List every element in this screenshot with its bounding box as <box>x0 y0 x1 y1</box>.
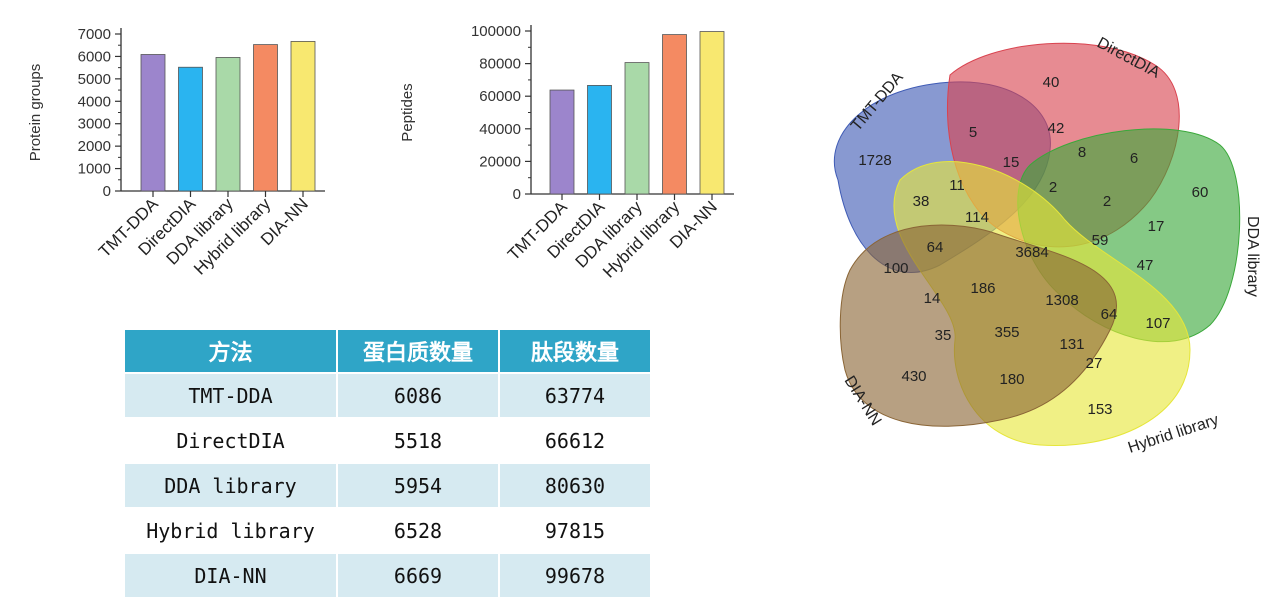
table-row: DirectDIA 5518 66612 <box>123 417 652 464</box>
venn-count: 17 <box>1148 218 1165 235</box>
table-cell-protein: 6669 <box>336 552 500 599</box>
table-header-peptide-count: 肽段数量 <box>498 328 652 374</box>
bar-tmt-dda <box>140 54 166 192</box>
y-tick-label: 1000 <box>78 161 111 178</box>
venn-count: 38 <box>913 193 930 210</box>
venn-count: 153 <box>1087 401 1112 418</box>
venn-count: 3684 <box>1015 244 1048 261</box>
venn-count: 131 <box>1059 336 1084 353</box>
table-cell-protein: 5954 <box>336 462 500 509</box>
venn-count: 186 <box>970 280 995 297</box>
table-cell-method: DDA library <box>123 462 338 509</box>
table-cell-method: TMT-DDA <box>123 372 338 419</box>
venn-count: 2 <box>1103 193 1111 210</box>
bar-hybrid-library <box>662 34 687 195</box>
table-header-method: 方法 <box>123 328 338 374</box>
venn-count: 355 <box>994 324 1019 341</box>
venn-count: 100 <box>883 260 908 277</box>
y-tick-label: 6000 <box>78 48 111 65</box>
y-tick-label: 100000 <box>471 23 521 40</box>
protein-groups-bar-chart: 01000200030004000500060007000TMT-DDADire… <box>27 26 325 279</box>
peptides-bar-chart: 020000400006000080000100000TMT-DDADirect… <box>399 23 734 282</box>
venn-region-counts: 1728 40 60 153 430 5 42 8 6 15 2 11 38 1… <box>858 74 1208 418</box>
venn-count: 27 <box>1086 355 1103 372</box>
y-tick-label: 5000 <box>78 71 111 88</box>
table-cell-peptide: 99678 <box>498 552 652 599</box>
table-cell-peptide: 66612 <box>498 417 652 464</box>
table-cell-method: Hybrid library <box>123 507 338 554</box>
table-row: TMT-DDA 6086 63774 <box>123 372 652 419</box>
venn-count: 2 <box>1049 179 1057 196</box>
y-tick-label: 3000 <box>78 116 111 133</box>
bar-dia-nn <box>699 31 725 195</box>
venn-count: 1728 <box>858 152 891 169</box>
y-tick-label: 40000 <box>479 121 521 138</box>
bar-dda-library <box>624 62 650 195</box>
y-axis-title: Peptides <box>399 83 416 141</box>
venn-count: 8 <box>1078 144 1086 161</box>
venn-count: 15 <box>1003 154 1020 171</box>
venn-count: 42 <box>1048 120 1065 137</box>
table-cell-protein: 5518 <box>336 417 500 464</box>
venn-count: 107 <box>1145 315 1170 332</box>
table-cell-peptide: 97815 <box>498 507 652 554</box>
venn-set-dia-nn <box>839 224 1117 427</box>
venn-count: 1308 <box>1045 292 1078 309</box>
table-cell-method: DirectDIA <box>123 417 338 464</box>
table-row: DIA-NN 6669 99678 <box>123 552 652 599</box>
five-set-venn-diagram: 1728 40 60 153 430 5 42 8 6 15 2 11 38 1… <box>833 35 1261 457</box>
bar-directdia <box>178 66 203 192</box>
venn-count: 430 <box>901 368 926 385</box>
venn-count: 6 <box>1130 150 1138 167</box>
y-tick-label: 80000 <box>479 56 521 73</box>
y-tick-label: 0 <box>513 186 521 203</box>
y-tick-label: 0 <box>103 183 111 200</box>
venn-count: 59 <box>1092 232 1109 249</box>
venn-count: 11 <box>949 177 965 194</box>
table-header-row: 方法 蛋白质数量 肽段数量 <box>123 328 652 374</box>
venn-count: 64 <box>1101 306 1118 323</box>
table-cell-protein: 6086 <box>336 372 500 419</box>
bar-hybrid-library <box>253 44 278 192</box>
bar-tmt-dda <box>549 89 575 195</box>
venn-count: 40 <box>1043 74 1060 91</box>
venn-count: 60 <box>1192 184 1209 201</box>
y-tick-label: 20000 <box>479 153 521 170</box>
y-tick-label: 7000 <box>78 26 111 43</box>
table-header-protein-count: 蛋白质数量 <box>336 328 500 374</box>
table-row: Hybrid library 6528 97815 <box>123 507 652 554</box>
table-cell-protein: 6528 <box>336 507 500 554</box>
venn-count: 114 <box>965 209 989 226</box>
venn-count: 64 <box>927 239 944 256</box>
bar-directdia <box>587 85 612 195</box>
y-tick-label: 2000 <box>78 138 111 155</box>
method-comparison-table: 方法 蛋白质数量 肽段数量 TMT-DDA 6086 63774 DirectD… <box>123 328 652 599</box>
venn-label-dda-library: DDA library <box>1244 216 1261 297</box>
venn-count: 47 <box>1137 257 1154 274</box>
venn-count: 180 <box>999 371 1024 388</box>
table-row: DDA library 5954 80630 <box>123 462 652 509</box>
venn-set-shapes <box>833 42 1241 447</box>
bar-dda-library <box>215 57 241 192</box>
venn-count: 35 <box>935 327 952 344</box>
y-tick-label: 60000 <box>479 88 521 105</box>
table-cell-method: DIA-NN <box>123 552 338 599</box>
y-tick-label: 4000 <box>78 93 111 110</box>
venn-count: 14 <box>924 290 941 307</box>
venn-count: 5 <box>969 124 977 141</box>
table-cell-peptide: 80630 <box>498 462 652 509</box>
bar-dia-nn <box>290 41 316 192</box>
table-cell-peptide: 63774 <box>498 372 652 419</box>
y-axis-title: Protein groups <box>27 64 44 162</box>
